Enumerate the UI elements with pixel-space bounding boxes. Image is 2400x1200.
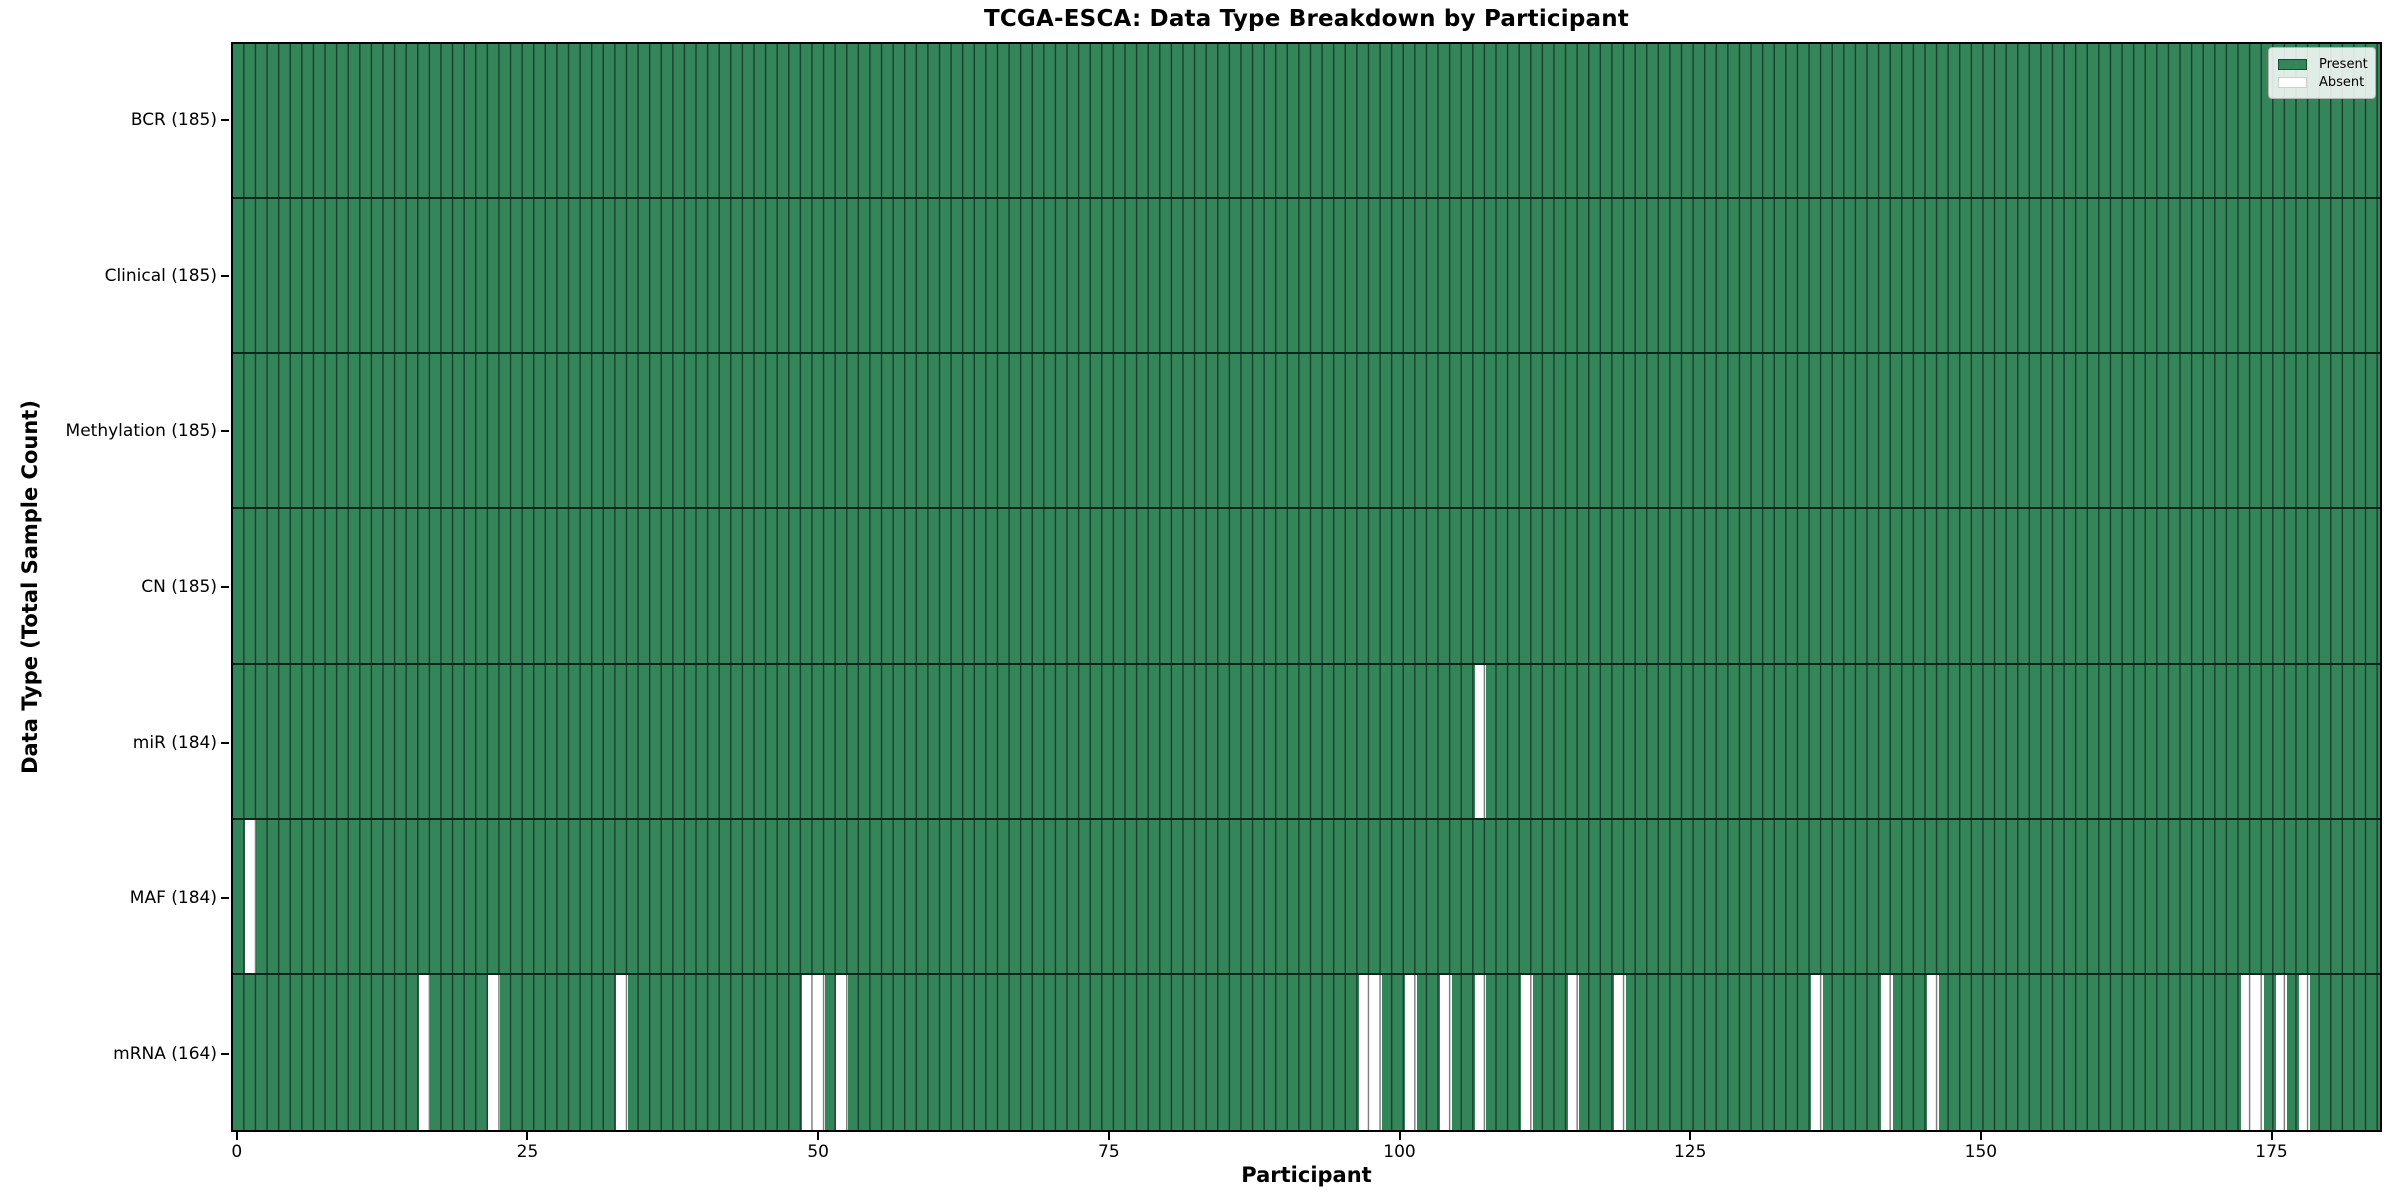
y-tick-mark [221, 741, 229, 744]
x-tick-label-175: 175 [2255, 1142, 2288, 1162]
x-tick-mark [1979, 1132, 1982, 1140]
absent-cell-mrna-101 [1405, 974, 1417, 1130]
absent-cell-mrna-98 [1370, 974, 1382, 1130]
heatmap-row-clinical [233, 199, 2380, 355]
heatmap-row-methylation [233, 354, 2380, 510]
heatmap-row-bcr [233, 44, 2380, 200]
y-tick-mark [221, 1053, 229, 1056]
absent-cell-mrna-97 [1358, 974, 1371, 1130]
heatmap-row-mrna [233, 974, 2380, 1131]
absent-cell-mrna-49 [801, 974, 814, 1130]
absent-cell-mrna-111 [1521, 974, 1533, 1130]
heatmap-row-maf [233, 819, 2380, 975]
legend-absent-label: Absent [2319, 74, 2365, 90]
y-tick-label-bcr: BCR (185) [130, 109, 217, 130]
x-tick-mark [2270, 1132, 2273, 1140]
chart-title: TCGA-ESCA: Data Type Breakdown by Partic… [983, 6, 1630, 32]
absent-cell-mrna-176 [2275, 974, 2288, 1130]
absent-cell-mrna-142 [1880, 974, 1893, 1130]
y-tick-label-mir: miR (184) [132, 732, 217, 753]
legend-entry-absent: Absent [2278, 73, 2367, 91]
absent-cell-mrna-119 [1614, 974, 1626, 1130]
x-tick-label-75: 75 [1098, 1142, 1120, 1162]
legend-entry-present: Present [2278, 55, 2368, 73]
y-tick-label-mrna: mRNA (164) [113, 1044, 217, 1065]
absent-cell-mrna-22 [488, 974, 500, 1130]
legend-present-label: Present [2319, 56, 2368, 72]
x-tick-label-50: 50 [807, 1142, 829, 1162]
y-tick-mark [221, 586, 229, 588]
absent-cell-mrna-136 [1811, 974, 1823, 1130]
absent-cell-maf-1 [244, 819, 257, 973]
absent-swatch-icon [2278, 76, 2307, 88]
x-tick-mark [1689, 1132, 1692, 1140]
absent-cell-mrna-16 [418, 974, 431, 1130]
x-tick-mark [817, 1132, 820, 1140]
x-tick-mark [1398, 1132, 1401, 1140]
absent-cell-mrna-178 [2298, 974, 2311, 1130]
legend: Present Absent [2268, 47, 2376, 99]
y-axis-tick-area: BCR (185) Clinical (185) Methylation (185)… [0, 42, 231, 1132]
absent-cell-mrna-104 [1439, 974, 1452, 1130]
x-axis-title: Participant [1241, 1163, 1372, 1187]
x-tick-label-150: 150 [1964, 1142, 1998, 1162]
absent-cell-mrna-107 [1474, 974, 1487, 1130]
y-tick-mark [221, 274, 229, 277]
x-axis-tick-area: 0 25 50 75 100 125 150 175 [231, 1132, 2382, 1172]
x-tick-label-125: 125 [1673, 1142, 1707, 1162]
heatmap-row-cn [233, 509, 2380, 665]
y-tick-mark [221, 430, 229, 433]
x-tick-label-25: 25 [516, 1142, 539, 1162]
y-axis-title: Data Type (Total Sample Count) [18, 400, 42, 774]
absent-cell-mrna-52 [836, 974, 849, 1130]
absent-cell-mrna-33 [615, 974, 628, 1130]
absent-cell-mrna-173 [2240, 974, 2253, 1130]
y-tick-label-methylation: Methylation (185) [65, 421, 217, 442]
x-tick-mark [526, 1132, 529, 1140]
y-tick-label-cn: CN (185) [141, 577, 217, 597]
y-tick-mark [221, 897, 229, 900]
absent-cell-mir-107 [1474, 664, 1487, 818]
y-tick-label-clinical: Clinical (185) [104, 265, 217, 286]
absent-cell-mrna-174 [2252, 974, 2264, 1130]
y-tick-label-maf: MAF (184) [129, 888, 217, 909]
x-tick-label-0: 0 [231, 1142, 243, 1162]
x-tick-label-100: 100 [1383, 1142, 1416, 1162]
absent-cell-mrna-146 [1927, 974, 1939, 1130]
y-tick-mark [221, 118, 229, 121]
heatmap-plot-area [231, 42, 2382, 1132]
absent-cell-mrna-115 [1567, 974, 1580, 1130]
x-tick-mark [1107, 1132, 1110, 1140]
heatmap-row-mir [233, 664, 2380, 820]
present-swatch-icon [2278, 58, 2307, 70]
x-tick-mark [235, 1132, 238, 1140]
absent-cell-mrna-50 [813, 974, 825, 1130]
